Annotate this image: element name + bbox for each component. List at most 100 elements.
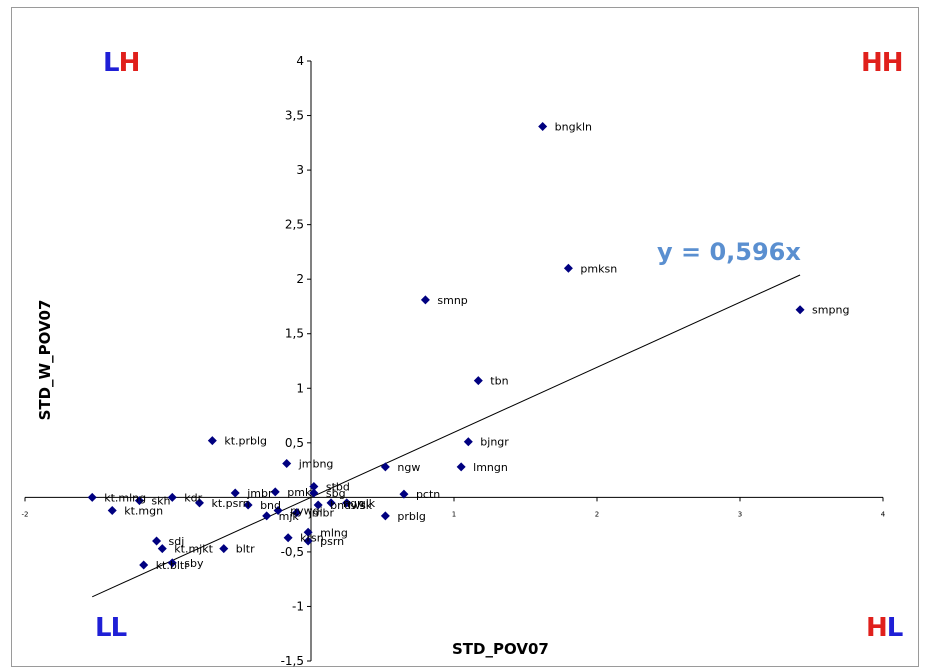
quadrant-label-hl: HL (866, 613, 903, 643)
point-label: smpng (812, 304, 849, 317)
data-point (283, 533, 293, 543)
data-point (473, 376, 483, 386)
data-point (134, 496, 144, 506)
data-point (303, 527, 313, 537)
point-label: bngkln (555, 120, 592, 133)
data-point (309, 488, 319, 498)
point-label: kdr (184, 491, 202, 504)
y-tick-label: -1,5 (281, 654, 304, 668)
point-label: pmk (287, 486, 312, 499)
point-label: kt.bltr (156, 559, 190, 572)
y-tick-label: 0,5 (285, 436, 304, 450)
y-tick-label: -0,5 (281, 545, 304, 559)
point-label: krsn (300, 532, 324, 545)
point-label: sbg (326, 487, 346, 500)
axes (24, 60, 884, 662)
point-label: kt.mgn (124, 504, 163, 517)
x-tick-label: 2 (595, 510, 599, 518)
data-point (194, 498, 204, 508)
data-point (399, 489, 409, 499)
point-label: sdj (169, 535, 185, 548)
point-label: stbd (326, 480, 350, 493)
quadrant-label-hh: HH (861, 48, 904, 78)
quadrant-letter: L (103, 48, 120, 78)
point-label: bnd (260, 499, 281, 512)
y-axis-title: STD_W_POV07 (36, 299, 54, 421)
data-point (139, 560, 149, 570)
point-label: pctn (416, 488, 440, 501)
data-point (463, 437, 473, 447)
point-label: prblg (397, 510, 426, 523)
point-label: skh (151, 495, 170, 508)
data-point (270, 487, 280, 497)
data-point (219, 544, 229, 554)
quadrant-letter: H (861, 48, 883, 78)
data-point (167, 558, 177, 568)
data-point (152, 536, 162, 546)
data-point (107, 505, 117, 515)
x-tick-label: 3 (738, 510, 742, 518)
data-point (273, 505, 283, 515)
point-label: mjk (279, 510, 300, 523)
data-point (207, 436, 217, 446)
point-label: pywgi (290, 504, 323, 517)
data-point (456, 462, 466, 472)
data-point (313, 500, 323, 510)
x-tick-label: 4 (881, 510, 886, 518)
data-point (380, 462, 390, 472)
data-point (326, 498, 336, 508)
data-point (282, 459, 292, 469)
data-point (230, 488, 240, 498)
point-label: pmksn (580, 262, 617, 275)
x-tick-labels: -2 1 2 3 4 (22, 510, 886, 518)
quadrant-label-lh: LH (103, 48, 141, 78)
point-label: bndwsk (330, 499, 373, 512)
quadrant-letter: L (110, 613, 128, 643)
point-label: jmbr (246, 487, 273, 500)
point-label: ngw (397, 461, 420, 474)
quadrant-letter: H (866, 613, 888, 643)
quadrant-letter: H (118, 48, 141, 78)
data-point (303, 536, 313, 546)
y-tick-label: 1,5 (285, 327, 304, 341)
data-points (87, 121, 805, 570)
point-label: kt.mjkt (174, 543, 213, 556)
data-point (795, 305, 805, 315)
data-point (309, 481, 319, 491)
point-label: glk (359, 497, 376, 510)
point-label: jmbr (308, 507, 335, 520)
data-point (87, 492, 97, 502)
point-label: bjngr (480, 436, 509, 449)
point-label: tbn (490, 375, 508, 388)
point-label: smnp (437, 294, 467, 307)
quadrant-letter: L (95, 613, 112, 643)
trendline (92, 274, 801, 598)
data-point (292, 508, 302, 518)
point-label: bltr (236, 543, 255, 556)
y-tick-label: 3 (296, 163, 304, 177)
chart-frame (11, 7, 919, 667)
point-label: kt.psrn (211, 497, 249, 510)
y-tick-label: 3,5 (285, 109, 304, 123)
data-point (342, 498, 352, 508)
data-point (563, 263, 573, 273)
y-tick-labels: -1,5 -1 -0,5 0,5 1 1,5 2 2,5 3 3,5 4 (281, 54, 304, 668)
x-tick-label: 1 (452, 510, 456, 518)
data-point (538, 121, 548, 131)
point-label: mlng (320, 526, 348, 539)
point-label: kt.prblg (224, 435, 267, 448)
y-tick-label: -1 (292, 599, 304, 613)
data-point (157, 544, 167, 554)
data-point (262, 511, 272, 521)
point-label: sby (184, 557, 204, 570)
data-point (243, 500, 253, 510)
point-label: jmbng (298, 458, 334, 471)
point-label: kt.mlng (104, 491, 146, 504)
x-tick-label: -2 (22, 510, 29, 518)
x-axis-title: STD_POV07 (452, 640, 549, 658)
point-label: lmngn (473, 461, 508, 474)
point-labels: bngkln pmksn smpng smnp tbn bjngr lmngn ngw kt.p… (104, 120, 849, 572)
trendline-equation: y = 0,596x (657, 238, 801, 266)
data-point (380, 511, 390, 521)
